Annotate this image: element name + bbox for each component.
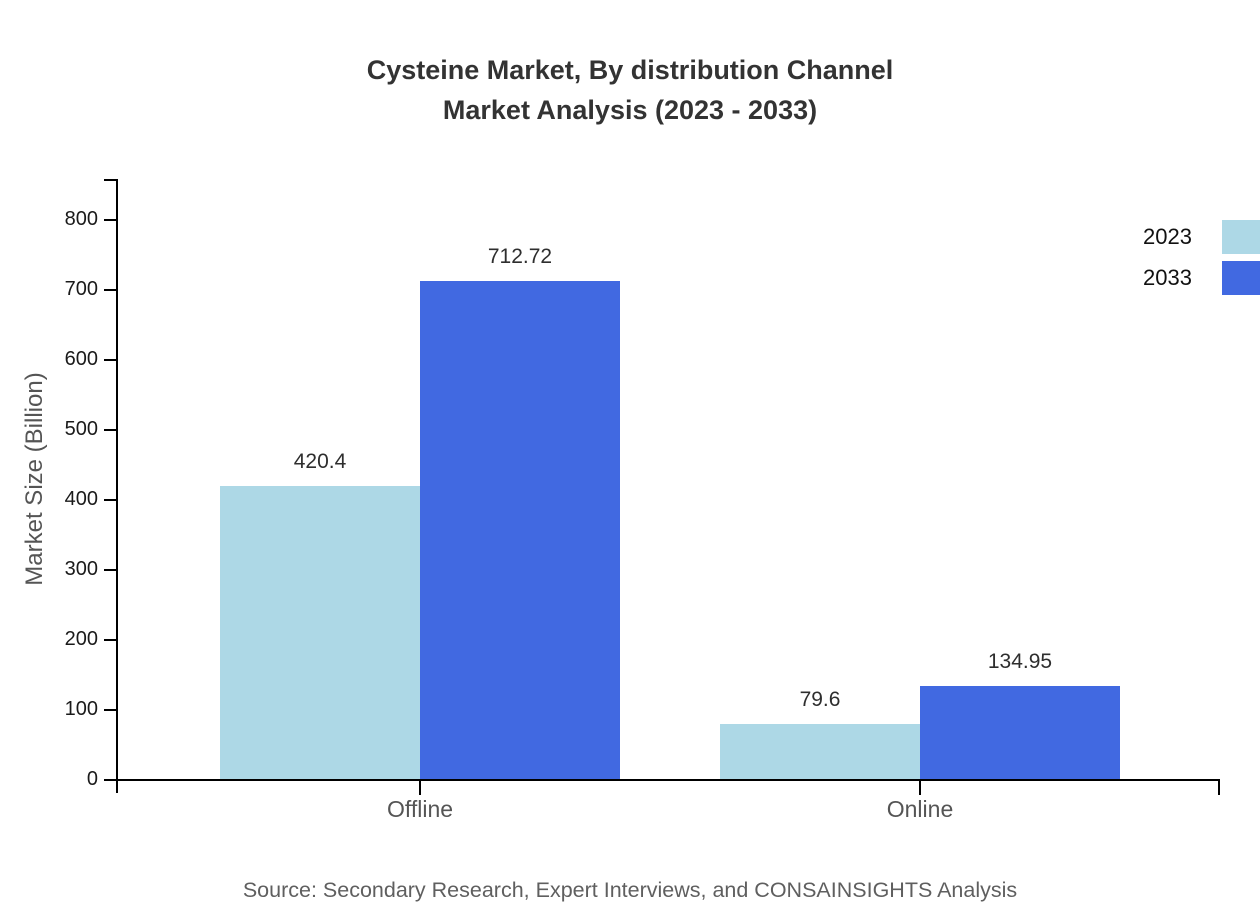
- y-tick: [104, 359, 117, 361]
- bar: [220, 486, 420, 780]
- x-category-label: Online: [886, 796, 954, 822]
- x-category-label: Offline: [386, 796, 454, 822]
- y-tick: [104, 429, 117, 431]
- y-tick-label: 500: [64, 418, 98, 440]
- y-tick-label: 300: [64, 558, 98, 580]
- y-axis-end-cap: [104, 179, 118, 181]
- x-axis-end-cap: [1218, 779, 1220, 795]
- bar-value-label: 134.95: [987, 650, 1053, 673]
- y-tick-label: 400: [64, 488, 98, 510]
- y-tick: [104, 779, 117, 781]
- y-tick: [104, 639, 117, 641]
- y-tick-label: 200: [64, 628, 98, 650]
- y-tick: [104, 499, 117, 501]
- y-axis-title: Market Size (Billion): [21, 372, 48, 586]
- y-tick-label: 800: [64, 208, 98, 230]
- bar-value-label: 712.72: [487, 245, 553, 268]
- legend-label: 2033: [1143, 265, 1192, 290]
- y-tick-label: 700: [64, 278, 98, 300]
- legend-item: 2033: [1143, 261, 1260, 295]
- legend-swatch: [1222, 261, 1260, 295]
- legend-item: 2023: [1143, 220, 1260, 254]
- x-axis-line: [116, 779, 1220, 781]
- bar-value-label: 420.4: [293, 450, 347, 473]
- y-tick-label: 600: [64, 348, 98, 370]
- chart-title: Cysteine Market, By distribution Channel…: [0, 50, 1260, 130]
- y-tick-label: 0: [86, 768, 98, 790]
- legend: 2023 2033: [1143, 220, 1260, 295]
- y-tick: [104, 219, 117, 221]
- legend-label: 2023: [1143, 224, 1192, 249]
- bar-value-label: 79.6: [799, 688, 841, 711]
- y-axis-line: [116, 179, 118, 793]
- y-tick: [104, 289, 117, 291]
- y-tick-label: 100: [64, 698, 98, 720]
- x-tick: [419, 780, 421, 795]
- bar: [420, 281, 620, 780]
- chart-title-line2: Market Analysis (2023 - 2033): [442, 95, 818, 125]
- chart-title-line1: Cysteine Market, By distribution Channel: [366, 55, 894, 85]
- x-tick: [919, 780, 921, 795]
- bar: [720, 724, 920, 780]
- bar: [920, 686, 1120, 780]
- legend-swatch: [1222, 220, 1260, 254]
- source-text: Source: Secondary Research, Expert Inter…: [242, 878, 1018, 902]
- y-tick: [104, 569, 117, 571]
- y-tick: [104, 709, 117, 711]
